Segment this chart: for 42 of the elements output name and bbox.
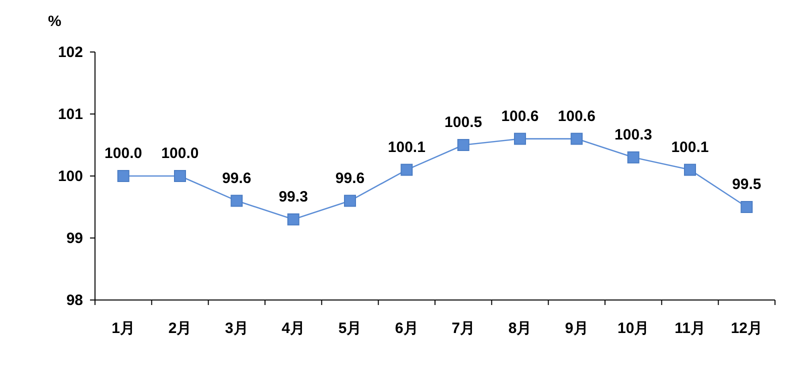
point — [287, 213, 300, 226]
point — [174, 170, 186, 182]
data-label: 99.6 — [335, 170, 365, 187]
x-tick-label: 5月 — [338, 320, 362, 337]
x-tick-label: 9月 — [564, 320, 588, 337]
x-tick-label: 2月 — [168, 320, 192, 337]
data-label: 100.5 — [444, 114, 482, 131]
y-axis-title: % — [48, 13, 62, 30]
data-label: 99.6 — [222, 170, 252, 187]
point — [230, 194, 243, 207]
x-tick-label: 3月 — [224, 320, 248, 337]
x-tick-label: 1月 — [112, 320, 136, 337]
y-tick-label: 100 — [58, 168, 83, 185]
point — [344, 194, 356, 207]
data-label: 99.5 — [732, 176, 762, 193]
data-label: 100.6 — [501, 108, 539, 125]
point — [740, 201, 753, 213]
point — [627, 151, 640, 164]
point — [684, 164, 696, 176]
x-tick-label: 8月 — [508, 320, 532, 337]
x-tick-label: 4月 — [282, 320, 306, 337]
y-tick-label: 99 — [66, 230, 83, 247]
x-tick-label: 6月 — [394, 320, 418, 337]
data-label: 100.1 — [671, 138, 709, 156]
point — [117, 170, 130, 182]
x-tick-label: 11月 — [674, 320, 706, 337]
y-tick-label: 98 — [66, 292, 83, 309]
data-label: 100.1 — [388, 138, 426, 156]
y-tick-label: 101 — [58, 106, 83, 123]
data-label: 100.0 — [104, 145, 142, 162]
point — [514, 132, 526, 145]
point — [570, 132, 583, 145]
data-label: 100.3 — [614, 126, 652, 144]
data-label: 100.6 — [558, 108, 596, 125]
x-tick-label: 12月 — [730, 320, 763, 337]
data-label: 100.0 — [161, 145, 199, 162]
point — [457, 139, 470, 151]
x-tick-label: 10月 — [617, 320, 650, 337]
x-tick-label: 7月 — [452, 320, 476, 337]
data-label: 99.3 — [278, 188, 308, 206]
y-tick-label: 102 — [58, 44, 83, 61]
point — [400, 164, 413, 176]
